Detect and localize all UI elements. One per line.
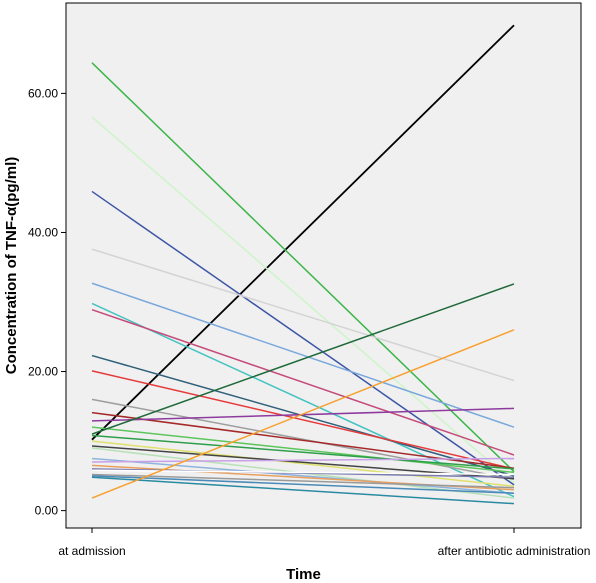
y-axis-title: Concentration of TNF-α(pg/ml): [3, 157, 20, 375]
series-line-16: [91, 434, 515, 470]
series-line-4: [91, 190, 515, 486]
series-line-14: [91, 426, 515, 474]
series-line-21: [91, 457, 515, 463]
axes: 0.00 20.00 40.00 60.00 at admission after ant…: [28, 86, 590, 558]
series-line-28: [91, 329, 515, 499]
series-line-11: [91, 398, 515, 481]
y-tick-label: 60.00: [28, 86, 58, 100]
series-line-3: [91, 116, 515, 484]
series-line-6: [91, 282, 515, 428]
y-tick-label: 40.00: [28, 225, 58, 239]
series-line-10: [91, 370, 515, 470]
y-tick-label: 0.00: [35, 504, 59, 518]
series-lines: [91, 24, 515, 505]
series-line-9: [91, 354, 515, 477]
x-category-label: at admission: [58, 544, 125, 558]
y-tick-label: 20.00: [28, 365, 58, 379]
series-line-20: [91, 457, 515, 494]
series-line-24: [91, 469, 515, 476]
series-line-27: [91, 476, 515, 505]
series-line-26: [91, 475, 515, 494]
x-category-label: after antibiotic administration: [438, 544, 591, 558]
series-line-25: [91, 473, 515, 489]
series-line-5: [91, 248, 515, 382]
x-axis-title: Time: [286, 566, 321, 583]
series-line-8: [91, 308, 515, 456]
series-line-1: [91, 24, 515, 441]
series-line-15: [91, 283, 515, 435]
series-line-17: [91, 440, 515, 488]
